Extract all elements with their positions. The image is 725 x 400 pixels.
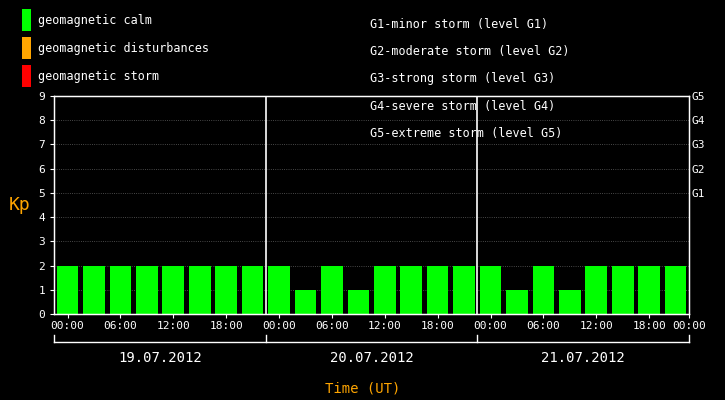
Bar [136, 266, 158, 314]
Text: 21.07.2012: 21.07.2012 [541, 351, 625, 365]
Bar [109, 266, 131, 314]
Text: G4-severe storm (level G4): G4-severe storm (level G4) [370, 100, 555, 113]
Bar [162, 266, 184, 314]
Text: 20.07.2012: 20.07.2012 [330, 351, 413, 365]
Bar [321, 266, 343, 314]
Bar [294, 290, 316, 314]
Bar [612, 266, 634, 314]
Bar [480, 266, 502, 314]
Bar [241, 266, 263, 314]
Bar [585, 266, 607, 314]
Bar [83, 266, 105, 314]
Bar [400, 266, 422, 314]
Text: geomagnetic disturbances: geomagnetic disturbances [38, 42, 210, 55]
Bar [215, 266, 237, 314]
Text: geomagnetic calm: geomagnetic calm [38, 14, 152, 27]
Text: G1-minor storm (level G1): G1-minor storm (level G1) [370, 18, 548, 31]
Bar [189, 266, 210, 314]
Text: geomagnetic storm: geomagnetic storm [38, 70, 160, 83]
Bar [374, 266, 396, 314]
Text: Kp: Kp [9, 196, 30, 214]
Bar [57, 266, 78, 314]
Bar [559, 290, 581, 314]
Bar [533, 266, 554, 314]
Text: G2-moderate storm (level G2): G2-moderate storm (level G2) [370, 45, 569, 58]
Bar [453, 266, 475, 314]
Text: Time (UT): Time (UT) [325, 382, 400, 396]
Bar [268, 266, 290, 314]
Bar [665, 266, 687, 314]
Bar [506, 290, 528, 314]
Bar [347, 290, 369, 314]
Bar [638, 266, 660, 314]
Text: G3-strong storm (level G3): G3-strong storm (level G3) [370, 72, 555, 86]
Bar [427, 266, 449, 314]
Text: G5-extreme storm (level G5): G5-extreme storm (level G5) [370, 127, 562, 140]
Text: 19.07.2012: 19.07.2012 [118, 351, 202, 365]
